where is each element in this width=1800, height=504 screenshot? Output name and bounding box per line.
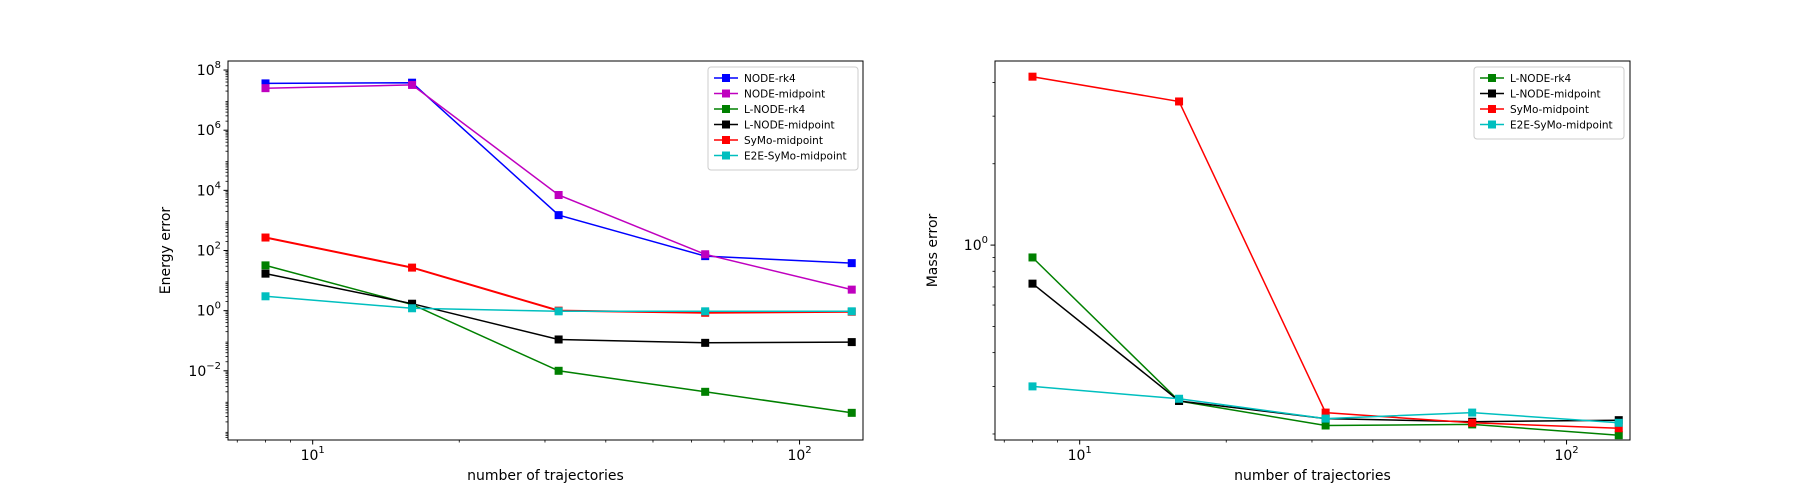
data-point-symo-midpoint (408, 263, 417, 272)
data-point-e2e-symo-midpoint (261, 292, 270, 301)
x-tick-label: 101 (301, 445, 325, 464)
data-point-l-node-midpoint (1028, 279, 1037, 288)
legend-swatch-marker-symo-midpoint (1488, 105, 1496, 113)
data-point-symo-midpoint (1321, 408, 1330, 417)
data-point-e2e-symo-midpoint (1321, 414, 1330, 423)
data-point-e2e-symo-midpoint (1468, 408, 1477, 417)
data-point-e2e-symo-midpoint (1028, 382, 1037, 391)
data-point-l-node-rk4 (554, 366, 563, 375)
legend-label-l-node-midpoint: L-NODE-midpoint (744, 120, 835, 132)
data-point-node-rk4 (554, 211, 563, 220)
series-line-l-node-rk4 (1031, 256, 1619, 436)
legend-swatch-marker-l-node-midpoint (1488, 89, 1496, 98)
data-point-l-node-midpoint (701, 338, 710, 347)
data-point-symo-midpoint (1468, 418, 1477, 427)
mass-error-panel: 101 102 100 number of trajectories Mass erro… (925, 60, 1631, 484)
legend-label-e2e-symo-midpoint: E2E-SyMo-midpoint (1510, 120, 1613, 132)
data-point-node-midpoint (701, 250, 710, 259)
legend-label-node-rk4: NODE-rk4 (744, 73, 796, 85)
x-axis-label: number of trajectories (1234, 468, 1391, 484)
legend: L-NODE-rk4 L-NODE-midpoint SyMo-midpoint E2… (1473, 66, 1625, 140)
legend-label-symo-midpoint: SyMo-midpoint (1510, 104, 1589, 116)
y-axis-label: Energy error (158, 207, 174, 295)
legend-box (1473, 66, 1625, 140)
y-axis-label: Mass error (925, 213, 941, 287)
series-line-l-node-midpoint (1032, 283, 1619, 423)
plot-frame (227, 60, 864, 441)
plot-frame (994, 60, 1631, 441)
data-point-node-rk4 (847, 259, 856, 268)
data-point-node-midpoint (847, 285, 856, 294)
data-point-l-node-rk4 (1614, 431, 1623, 440)
data-point-l-node-midpoint (847, 338, 856, 347)
data-point-node-midpoint (261, 84, 270, 93)
data-point-node-rk4 (261, 79, 270, 88)
data-point-e2e-symo-midpoint (408, 304, 417, 313)
legend-swatch-marker-e2e-symo-midpoint (1488, 120, 1496, 129)
legend-label-l-node-midpoint: L-NODE-midpoint (1510, 89, 1601, 101)
legend-label-l-node-rk4: L-NODE-rk4 (1510, 73, 1571, 85)
legend-swatch-marker-l-node-rk4 (1488, 74, 1496, 82)
x-axis-label: number of trajectories (467, 468, 624, 484)
data-point-symo-midpoint (1028, 72, 1037, 81)
legend-label-l-node-rk4: L-NODE-rk4 (744, 104, 805, 116)
y-tick-label: 10−2 (188, 361, 221, 380)
data-point-l-node-rk4 (1321, 421, 1330, 430)
legend-swatch-marker-symo-midpoint (722, 136, 730, 144)
energy-error-panel: 101 102 10−2 100 102 104 106 108 number of traje… (158, 60, 864, 484)
data-point-l-node-rk4 (261, 261, 270, 270)
data-point-l-node-rk4 (1028, 253, 1037, 262)
legend: NODE-rk4 NODE-midpoint L-NODE-rk4 L-NODE-mi… (707, 66, 859, 171)
legend-label-e2e-symo-midpoint: E2E-SyMo-midpoint (744, 151, 847, 163)
data-point-l-node-midpoint (554, 335, 563, 344)
legend-swatch-marker-l-node-midpoint (722, 120, 730, 129)
y-tick-label: 106 (197, 120, 221, 139)
legend-swatch-marker-node-rk4 (722, 74, 730, 82)
y-tick-label: 104 (197, 180, 221, 199)
data-point-symo-midpoint (1614, 424, 1623, 433)
data-point-l-node-rk4 (847, 408, 856, 417)
data-point-symo-midpoint (1175, 97, 1184, 106)
legend-label-symo-midpoint: SyMo-midpoint (744, 135, 823, 147)
x-tick-label: 102 (787, 445, 811, 464)
legend-label-node-midpoint: NODE-midpoint (744, 89, 825, 101)
data-point-e2e-symo-midpoint (701, 307, 710, 316)
y-tick-label: 108 (197, 60, 221, 79)
data-point-l-node-midpoint (261, 269, 270, 278)
x-tick-label: 101 (1068, 445, 1092, 464)
legend-swatch-marker-l-node-rk4 (722, 105, 730, 113)
y-tick-label: 100 (197, 301, 221, 320)
data-point-e2e-symo-midpoint (554, 307, 563, 316)
legend-box (707, 66, 859, 171)
y-tick-label: 102 (197, 241, 221, 260)
data-point-node-midpoint (408, 80, 417, 89)
data-point-l-node-midpoint (408, 299, 417, 308)
series-line-symo-midpoint (265, 236, 852, 314)
data-point-e2e-symo-midpoint (847, 307, 856, 316)
data-point-l-node-rk4 (701, 387, 710, 396)
data-point-e2e-symo-midpoint (1614, 418, 1623, 427)
legend-swatch-marker-e2e-symo-midpoint (722, 151, 730, 160)
data-point-symo-midpoint (261, 233, 270, 242)
data-point-e2e-symo-midpoint (1175, 394, 1184, 403)
x-tick-label: 102 (1554, 445, 1578, 464)
y-tick-label: 100 (964, 235, 988, 254)
data-point-node-midpoint (554, 191, 563, 200)
legend-swatch-marker-node-midpoint (722, 89, 730, 98)
